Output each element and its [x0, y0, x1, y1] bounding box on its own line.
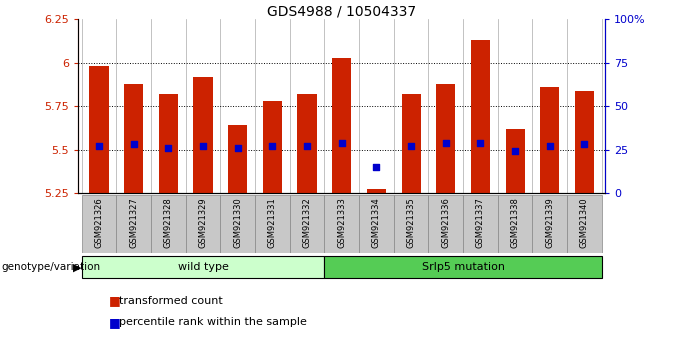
Bar [82, 256, 324, 278]
Bar [394, 195, 428, 253]
Point [544, 143, 555, 149]
Bar [263, 101, 282, 193]
Bar [436, 84, 455, 193]
Point [579, 142, 590, 147]
Text: ■: ■ [109, 295, 120, 307]
Point [336, 140, 347, 145]
Text: wild type: wild type [177, 262, 228, 272]
Bar [575, 91, 594, 193]
Bar [90, 66, 109, 193]
Point [94, 143, 105, 149]
Point [440, 140, 451, 145]
Text: GSM921335: GSM921335 [407, 197, 415, 248]
Bar [428, 195, 463, 253]
Title: GDS4988 / 10504337: GDS4988 / 10504337 [267, 4, 416, 18]
Bar [194, 77, 213, 193]
Text: GSM921337: GSM921337 [476, 197, 485, 248]
Bar [290, 195, 324, 253]
Bar [505, 129, 524, 193]
Point [163, 145, 174, 151]
Point [405, 143, 416, 149]
Text: GSM921329: GSM921329 [199, 197, 207, 248]
Text: GSM921326: GSM921326 [95, 197, 103, 248]
Text: GSM921333: GSM921333 [337, 197, 346, 248]
Bar [116, 195, 151, 253]
Point [302, 143, 313, 149]
Bar [540, 87, 559, 193]
Text: GSM921340: GSM921340 [580, 197, 589, 248]
Bar [159, 94, 178, 193]
Bar [151, 195, 186, 253]
Bar [332, 58, 352, 193]
Bar [498, 195, 532, 253]
Text: GSM921334: GSM921334 [372, 197, 381, 248]
Text: GSM921330: GSM921330 [233, 197, 242, 248]
Point [233, 145, 243, 151]
Bar [463, 195, 498, 253]
Text: GSM921339: GSM921339 [545, 197, 554, 248]
Bar [186, 195, 220, 253]
Text: transformed count: transformed count [119, 296, 223, 306]
Bar [220, 195, 255, 253]
Point [129, 142, 139, 147]
Point [371, 164, 381, 170]
Bar [401, 94, 420, 193]
Bar [532, 195, 567, 253]
Point [475, 140, 486, 145]
Point [267, 143, 278, 149]
Bar [471, 40, 490, 193]
Text: GSM921338: GSM921338 [511, 197, 520, 248]
Bar [367, 189, 386, 193]
Text: GSM921332: GSM921332 [303, 197, 311, 248]
Bar [324, 195, 359, 253]
Point [509, 148, 520, 154]
Text: percentile rank within the sample: percentile rank within the sample [119, 317, 307, 327]
Bar [228, 125, 248, 193]
Point [198, 143, 209, 149]
Bar [359, 195, 394, 253]
Text: ▶: ▶ [73, 262, 82, 272]
Bar [255, 195, 290, 253]
Text: GSM921328: GSM921328 [164, 197, 173, 248]
Text: Srlp5 mutation: Srlp5 mutation [422, 262, 505, 272]
Bar [324, 256, 602, 278]
Text: genotype/variation: genotype/variation [1, 262, 101, 272]
Bar [297, 94, 317, 193]
Text: GSM921327: GSM921327 [129, 197, 138, 248]
Bar [567, 195, 602, 253]
Text: GSM921336: GSM921336 [441, 197, 450, 248]
Text: GSM921331: GSM921331 [268, 197, 277, 248]
Bar [82, 195, 116, 253]
Text: ■: ■ [109, 316, 120, 329]
Bar [124, 84, 143, 193]
